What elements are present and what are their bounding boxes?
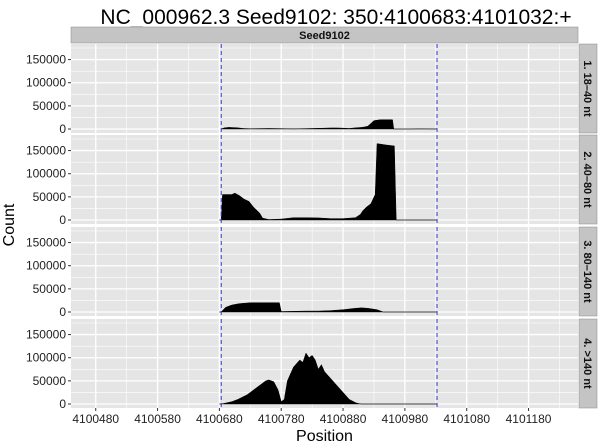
y-tick-label: 50000 bbox=[33, 374, 67, 388]
y-tick-label: 0 bbox=[59, 122, 66, 136]
panel-background bbox=[71, 227, 578, 316]
x-tick-label: 4100880 bbox=[320, 412, 367, 426]
facet-panel: 0 50000 100000 150000 2. 40–80 nt bbox=[26, 134, 598, 227]
y-tick-label: 150000 bbox=[26, 236, 66, 250]
x-tick-label: 4101180 bbox=[506, 412, 552, 426]
facet-strip: 4. >140 nt bbox=[578, 318, 598, 409]
y-tick-label: 150000 bbox=[26, 328, 66, 342]
facet-panels: 0 50000 100000 150000 1. 18–40 nt 0 50000 10000… bbox=[26, 43, 598, 411]
y-tick-label: 0 bbox=[59, 397, 66, 411]
y-tick-label: 0 bbox=[59, 213, 66, 227]
x-tick-label: 4100780 bbox=[258, 412, 305, 426]
facet-strip: 2. 40–80 nt bbox=[578, 134, 598, 225]
series-area bbox=[219, 143, 438, 221]
y-tick-label: 50000 bbox=[33, 99, 67, 113]
y-tick-label: 50000 bbox=[33, 190, 67, 204]
x-axis-title: Position bbox=[296, 428, 353, 443]
series-area bbox=[221, 119, 438, 130]
series-area bbox=[219, 302, 438, 313]
y-tick-label: 150000 bbox=[26, 144, 66, 158]
y-tick-label: 100000 bbox=[26, 259, 66, 273]
facet-label: 1. 18–40 nt bbox=[581, 60, 593, 117]
x-tick-label: 4101080 bbox=[443, 412, 490, 426]
series-area bbox=[219, 352, 438, 405]
y-tick-label: 50000 bbox=[33, 282, 67, 296]
y-axis-title: Count bbox=[1, 203, 18, 246]
facet-panel: 0 50000 100000 150000 3. 80–140 nt bbox=[26, 226, 598, 319]
panel-background bbox=[71, 44, 578, 133]
x-tick-label: 4100480 bbox=[72, 412, 119, 426]
x-tick-label: 4100680 bbox=[196, 412, 243, 426]
x-tick-label: 4100580 bbox=[134, 412, 181, 426]
y-tick-label: 150000 bbox=[26, 53, 66, 67]
facet-strip: 3. 80–140 nt bbox=[578, 226, 598, 317]
y-tick-label: 100000 bbox=[26, 351, 66, 365]
panel-background bbox=[71, 135, 578, 224]
facet-panel: 0 50000 100000 150000 4. >140 nt bbox=[26, 318, 598, 411]
x-tick-label: 4100980 bbox=[382, 412, 429, 426]
facet-strip: 1. 18–40 nt bbox=[578, 43, 598, 134]
y-tick-label: 0 bbox=[59, 305, 66, 319]
facet-panel: 0 50000 100000 150000 1. 18–40 nt bbox=[26, 43, 598, 136]
x-axis: 4100480 4100580 4100680 4100780 4100880 41009… bbox=[72, 408, 552, 426]
y-tick-label: 100000 bbox=[26, 167, 66, 181]
strip-label: Seed9102 bbox=[299, 30, 350, 42]
facet-label: 2. 40–80 nt bbox=[581, 151, 593, 208]
facet-label: 3. 80–140 nt bbox=[581, 240, 593, 303]
facet-label: 4. >140 nt bbox=[581, 338, 593, 389]
y-tick-label: 100000 bbox=[26, 76, 66, 90]
chart-title: NC_000962.3 Seed9102: 350:4100683:410103… bbox=[100, 6, 571, 29]
strip-top: Seed9102 bbox=[70, 26, 579, 44]
